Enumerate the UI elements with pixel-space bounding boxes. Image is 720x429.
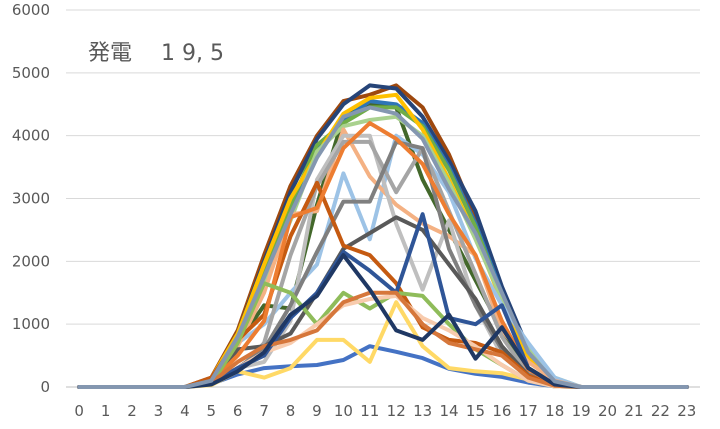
series-line-s14 (77, 180, 689, 389)
chart-title: 発電 1 9, 5 (88, 41, 224, 66)
y-tick-label: 2000 (12, 252, 50, 270)
x-tick-label: 7 (259, 402, 269, 420)
x-tick-label: 15 (466, 402, 485, 420)
x-tick-label: 14 (439, 402, 458, 420)
x-tick-label: 22 (651, 402, 670, 420)
series-lines (77, 83, 689, 389)
x-tick-labels: 0 1 2 3 4 5 6 7 8 9 10 11 12 13 14 15 16 17 18 19 20 21 22 23 (74, 402, 696, 420)
series-line-s5 (77, 105, 689, 389)
series-line-s6 (77, 92, 689, 389)
x-tick-label: 8 (286, 402, 296, 420)
x-tick-label: 5 (207, 402, 217, 420)
x-tick-label: 18 (545, 402, 564, 420)
x-tick-label: 10 (334, 402, 353, 420)
x-tick-label: 16 (492, 402, 511, 420)
x-tick-label: 12 (387, 402, 406, 420)
x-tick-label: 11 (360, 402, 379, 420)
y-tick-label: 3000 (12, 190, 50, 208)
x-tick-label: 19 (572, 402, 591, 420)
y-tick-label: 5000 (12, 64, 50, 82)
x-tick-label: 9 (312, 402, 322, 420)
series-line-s22 (77, 253, 689, 389)
y-tick-label: 6000 (12, 1, 50, 19)
series-line-s16 (77, 344, 689, 389)
series-line-s23 (77, 105, 689, 389)
x-tick-label: 0 (74, 402, 84, 420)
x-tick-label: 17 (519, 402, 538, 420)
x-tick-label: 4 (180, 402, 190, 420)
series-line-s17 (77, 300, 689, 389)
series-line-s4 (77, 99, 689, 389)
x-tick-label: 2 (127, 402, 137, 420)
series-line-s3 (77, 102, 689, 389)
gridlines (66, 9, 700, 325)
y-tick-labels: 0 1000 2000 3000 4000 5000 6000 (12, 1, 50, 396)
x-tick-label: 3 (154, 402, 164, 420)
x-tick-label: 20 (598, 402, 617, 420)
y-tick-label: 1000 (12, 315, 50, 333)
x-tick-label: 23 (677, 402, 696, 420)
series-line-s7 (77, 114, 689, 389)
x-tick-label: 6 (233, 402, 243, 420)
x-tick-label: 13 (413, 402, 432, 420)
x-tick-label: 1 (101, 402, 111, 420)
y-tick-label: 4000 (12, 127, 50, 145)
x-tick-label: 21 (624, 402, 643, 420)
y-tick-label: 0 (40, 378, 50, 396)
